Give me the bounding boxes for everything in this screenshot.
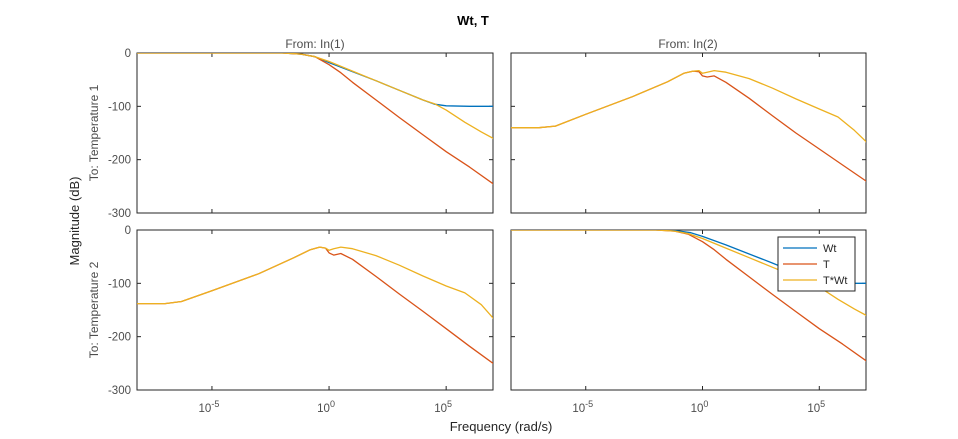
- row-label-temperature-2: To: Temperature 2: [87, 261, 101, 358]
- legend-label-twt: T*Wt: [823, 275, 847, 287]
- y-tick-label: -100: [108, 101, 131, 113]
- x-tick-label-base: 10: [434, 403, 447, 415]
- y-tick-label: -100: [108, 278, 131, 290]
- series-group-r2c1: [137, 246, 493, 365]
- legend-label-t: T: [823, 259, 830, 271]
- column-title-in2: From: In(2): [658, 37, 717, 51]
- y-tick-label: -200: [108, 332, 131, 344]
- x-tick-label-exponent: -5: [585, 399, 593, 409]
- x-tick-label-exponent: -5: [211, 399, 219, 409]
- x-tick-label-base: 10: [199, 403, 212, 415]
- x-axis-label: Frequency (rad/s): [450, 419, 553, 434]
- x-tick-label: 100: [691, 399, 709, 415]
- x-tick-label: 10-5: [199, 399, 220, 415]
- legend: Wt T T*Wt: [777, 236, 856, 292]
- x-tick-label-exponent: 5: [447, 399, 452, 409]
- figure-title: Wt, T: [457, 13, 489, 28]
- y-tick-label: 0: [125, 225, 131, 237]
- x-tick-label-base: 10: [691, 403, 704, 415]
- y-tick-label: -200: [108, 155, 131, 167]
- panel-frame-r1c1: [136, 52, 494, 214]
- x-tick-label-base: 10: [807, 403, 820, 415]
- y-tick-label: 0: [125, 48, 131, 60]
- y-tick-label: -300: [108, 385, 131, 397]
- y-tick-label: -300: [108, 208, 131, 220]
- series-line-twt-r2c2: [511, 230, 866, 317]
- panel-frame-r2c1: [136, 229, 494, 391]
- x-tick-label: 105: [807, 399, 825, 415]
- legend-label-wt: Wt: [823, 243, 836, 255]
- panel-frame-r1c2: [510, 52, 867, 214]
- x-tick-label: 10-5: [572, 399, 593, 415]
- x-tick-label: 105: [434, 399, 452, 415]
- column-title-in1: From: In(1): [285, 37, 344, 51]
- x-tick-label-exponent: 5: [820, 399, 825, 409]
- series-line-twt-r1c1: [137, 53, 493, 140]
- x-tick-label: 100: [317, 399, 335, 415]
- x-tick-label-exponent: 0: [703, 399, 708, 409]
- x-tick-label-exponent: 0: [330, 399, 335, 409]
- series-group-r1c1: [137, 53, 493, 185]
- series-line-twt-r2c1: [137, 246, 493, 320]
- x-tick-label-base: 10: [572, 403, 585, 415]
- x-tick-label-base: 10: [317, 403, 330, 415]
- series-group-r1c2: [511, 69, 866, 182]
- series-line-twt-r1c2: [511, 69, 866, 143]
- row-label-temperature-1: To: Temperature 1: [87, 84, 101, 181]
- y-axis-label: Magnitude (dB): [67, 177, 82, 266]
